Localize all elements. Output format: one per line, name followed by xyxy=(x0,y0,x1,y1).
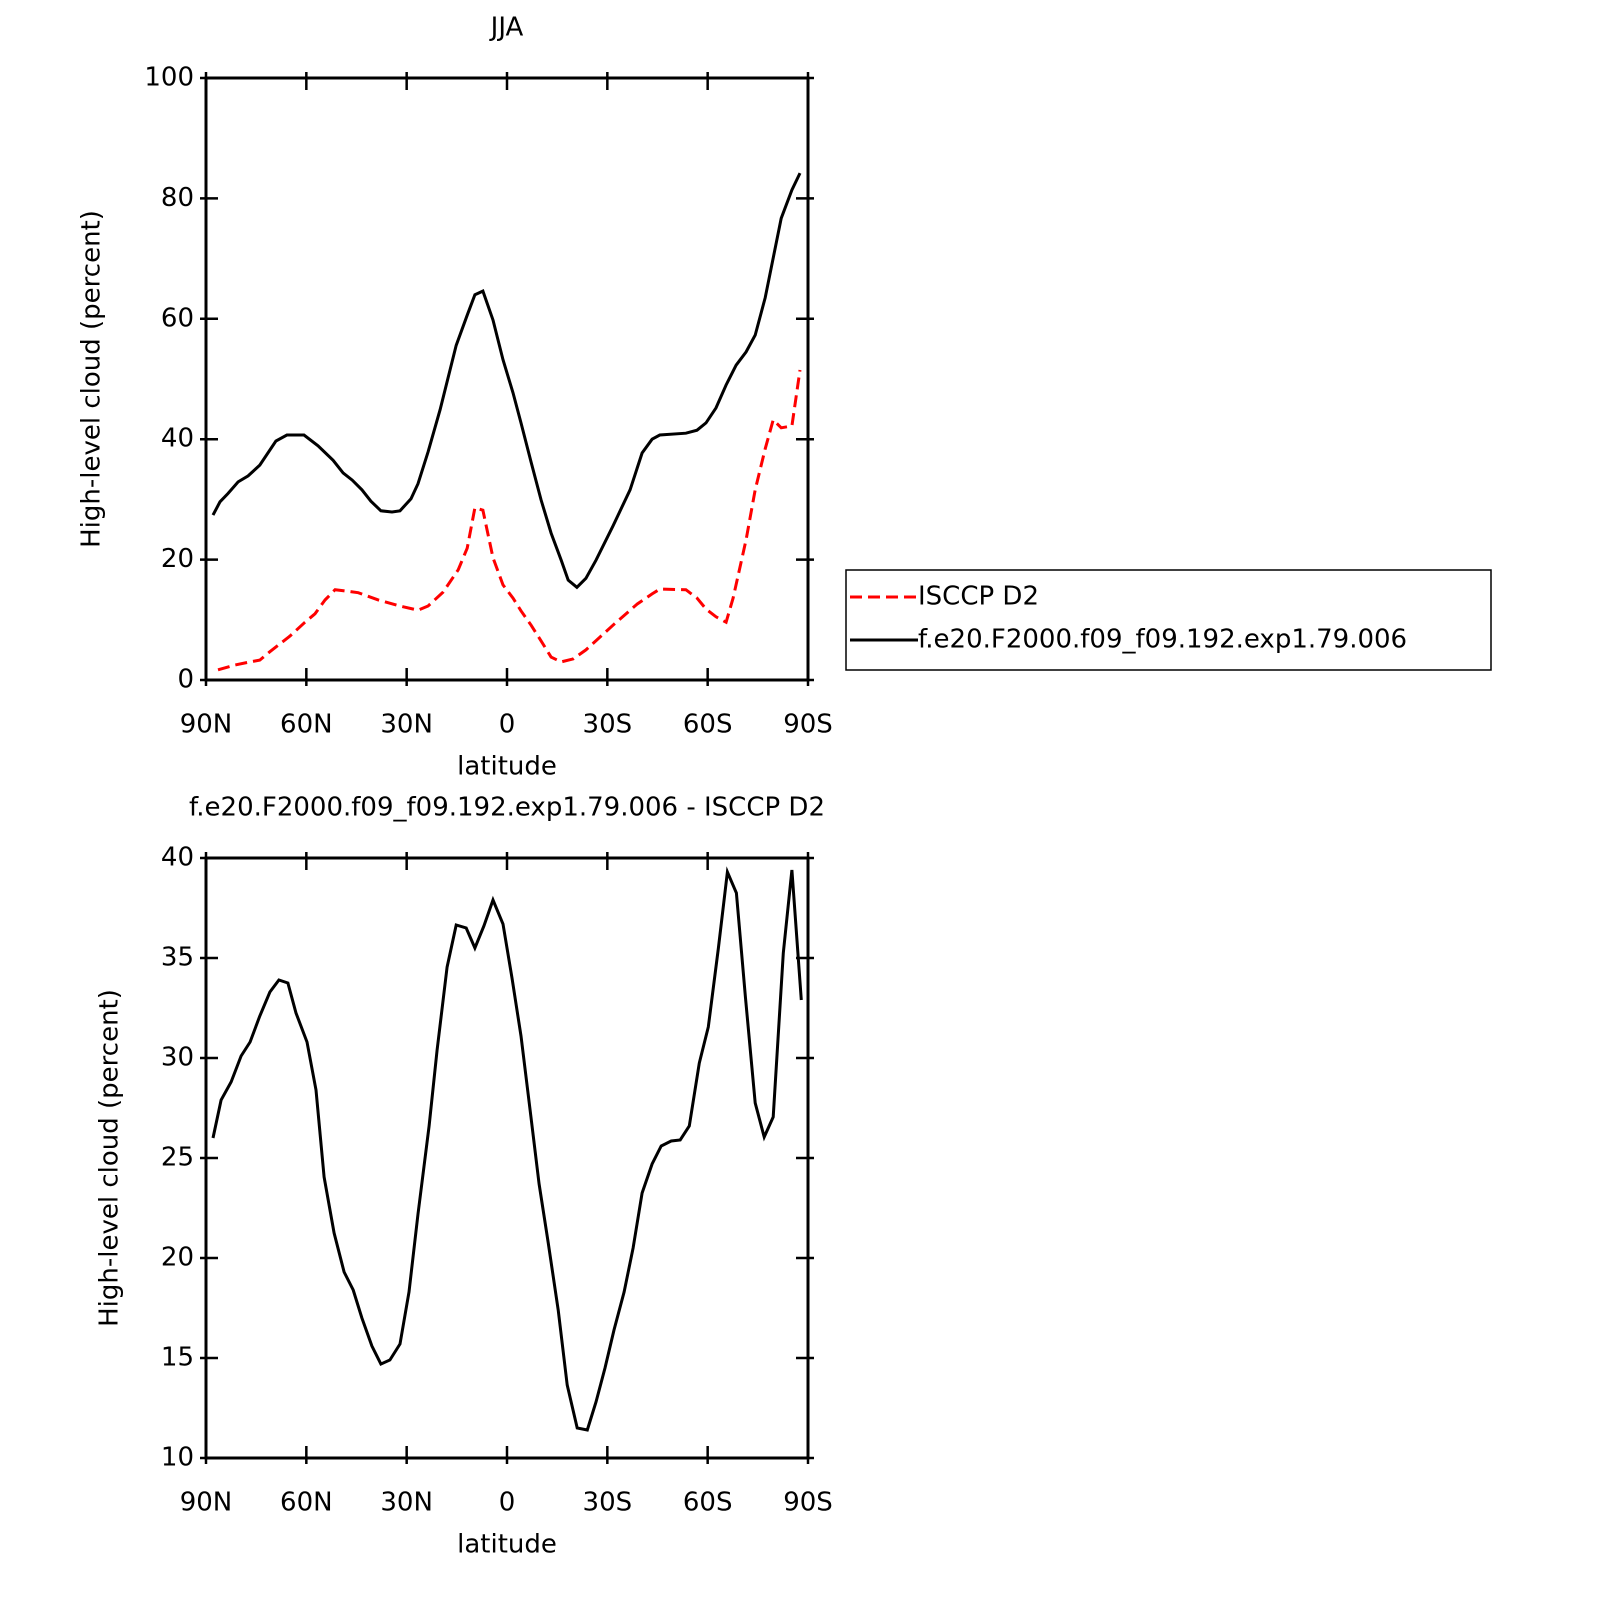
y-tick-label: 30 xyxy=(161,1043,194,1073)
y-tick-label: 15 xyxy=(161,1343,194,1373)
y-tick-label: 20 xyxy=(161,544,194,574)
x-tick-label: 0 xyxy=(499,710,516,740)
legend-label: f.e20.F2000.f09_f09.192.exp1.79.006 xyxy=(918,625,1407,655)
x-tick-label: 90S xyxy=(783,710,833,740)
data-line xyxy=(211,172,802,590)
y-tick-label: 10 xyxy=(161,1443,194,1473)
x-tick-label: 30S xyxy=(583,1488,633,1518)
y-axis-label: High-level cloud (percent) xyxy=(77,210,107,548)
x-tick-label: 60N xyxy=(280,710,333,740)
legend-box xyxy=(845,569,1492,671)
x-tick-label: 60N xyxy=(280,1488,333,1518)
x-tick-label: 30S xyxy=(583,710,633,740)
y-tick-label: 35 xyxy=(161,943,194,973)
y-tick-label: 40 xyxy=(161,424,194,454)
y-axis-label: High-level cloud (percent) xyxy=(95,989,125,1327)
legend-label: ISCCP D2 xyxy=(918,582,1039,612)
plot-frame xyxy=(204,856,810,1460)
x-axis-label: latitude xyxy=(457,1530,557,1560)
data-line xyxy=(217,369,802,672)
y-tick-label: 100 xyxy=(144,63,194,93)
y-tick-label: 40 xyxy=(161,843,194,873)
x-tick-label: 0 xyxy=(499,1488,516,1518)
x-axis-label: latitude xyxy=(457,752,557,782)
x-tick-label: 60S xyxy=(683,710,733,740)
x-tick-label: 90N xyxy=(180,1488,233,1518)
plot-title: JJA xyxy=(489,13,524,43)
y-tick-label: 25 xyxy=(161,1143,194,1173)
plot-title: f.e20.F2000.f09_f09.192.exp1.79.006 - IS… xyxy=(189,793,825,823)
x-tick-label: 90N xyxy=(180,710,233,740)
y-tick-label: 60 xyxy=(161,303,194,333)
plot-frame xyxy=(204,76,810,682)
y-tick-label: 80 xyxy=(161,183,194,213)
y-tick-label: 20 xyxy=(161,1243,194,1273)
x-tick-label: 90S xyxy=(783,1488,833,1518)
x-tick-label: 30N xyxy=(380,1488,433,1518)
data-line xyxy=(211,866,803,1432)
x-tick-label: 60S xyxy=(683,1488,733,1518)
y-tick-label: 0 xyxy=(177,665,194,695)
x-tick-label: 30N xyxy=(380,710,433,740)
